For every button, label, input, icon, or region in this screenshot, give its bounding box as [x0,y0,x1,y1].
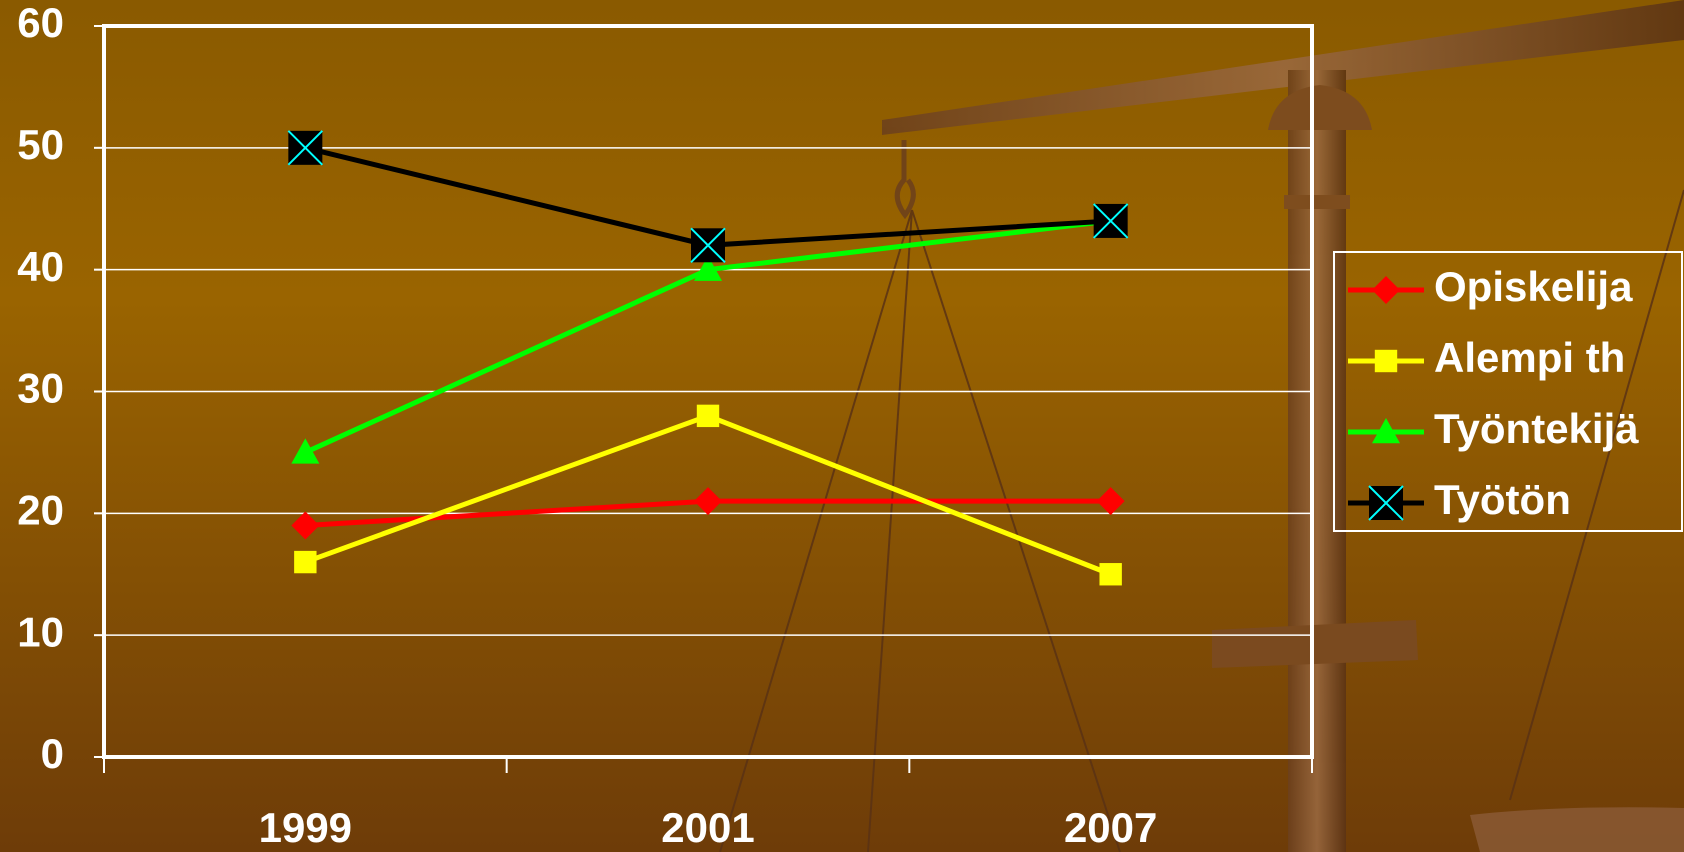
legend-label: Työntekijä [1434,405,1639,452]
y-tick-label: 50 [17,121,64,168]
y-tick-label: 0 [41,730,64,777]
marker [697,405,719,427]
marker [1099,563,1121,585]
marker [1375,350,1397,372]
x-tick-label: 2001 [661,804,754,851]
x-tick-label: 2007 [1064,804,1157,851]
x-tick-label: 1999 [259,804,352,851]
background [0,0,1684,852]
y-tick-label: 40 [17,243,64,290]
y-tick-label: 20 [17,486,64,533]
marker [294,551,316,573]
legend-label: Alempi th [1434,334,1625,381]
y-tick-label: 30 [17,365,64,412]
y-tick-label: 10 [17,608,64,655]
y-tick-label: 60 [17,0,64,46]
marker [288,131,322,165]
marker [1369,486,1403,520]
marker [1094,204,1128,238]
page: 0 10 20 30 40 50 60 1999 2001 2007 Opiskelija Alemp… [0,0,1684,852]
marker [691,228,725,262]
legend-label: Opiskelija [1434,263,1633,310]
legend-label: Työtön [1434,476,1571,523]
chart: 0 10 20 30 40 50 60 1999 2001 2007 Opiskelija Alemp… [0,0,1684,852]
